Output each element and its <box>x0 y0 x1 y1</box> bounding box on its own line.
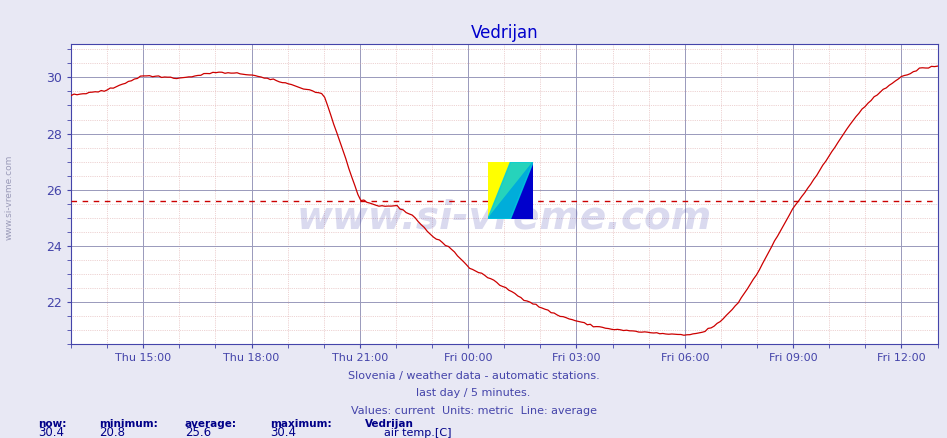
Text: 30.4: 30.4 <box>38 426 63 438</box>
Text: air temp.[C]: air temp.[C] <box>384 428 451 438</box>
Text: now:: now: <box>38 419 66 429</box>
Text: Values: current  Units: metric  Line: average: Values: current Units: metric Line: aver… <box>350 406 597 416</box>
Text: maximum:: maximum: <box>270 419 331 429</box>
Text: minimum:: minimum: <box>99 419 158 429</box>
Polygon shape <box>488 162 533 219</box>
Text: 25.6: 25.6 <box>185 426 211 438</box>
Text: Vedrijan: Vedrijan <box>365 419 414 429</box>
Text: average:: average: <box>185 419 237 429</box>
Text: 20.8: 20.8 <box>99 426 125 438</box>
Title: Vedrijan: Vedrijan <box>471 24 538 42</box>
Text: 30.4: 30.4 <box>270 426 295 438</box>
Text: www.si-vreme.com: www.si-vreme.com <box>5 155 14 240</box>
Text: www.si-vreme.com: www.si-vreme.com <box>296 199 712 237</box>
Polygon shape <box>488 162 533 219</box>
Polygon shape <box>488 162 533 219</box>
Text: Slovenia / weather data - automatic stations.: Slovenia / weather data - automatic stat… <box>348 371 599 381</box>
Text: last day / 5 minutes.: last day / 5 minutes. <box>417 389 530 399</box>
